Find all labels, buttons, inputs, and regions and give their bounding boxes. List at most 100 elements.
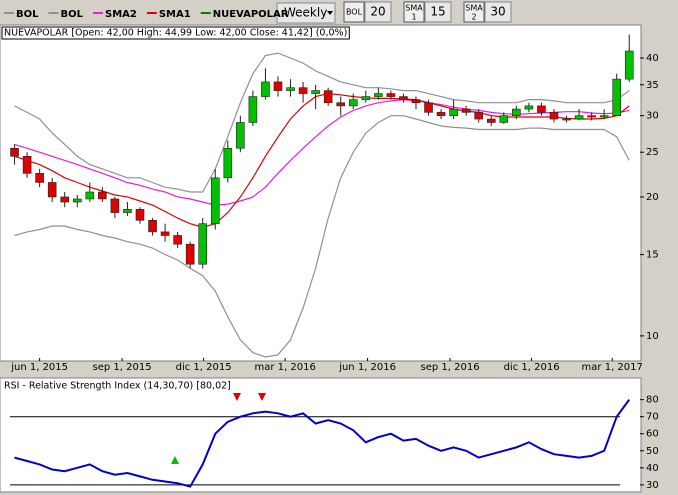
candle-body — [35, 173, 44, 183]
indicator-line — [14, 98, 630, 206]
y-tick-label: 40 — [646, 53, 659, 64]
candle-body — [361, 96, 371, 100]
candle-body — [185, 243, 195, 265]
candle-body — [399, 96, 408, 100]
period-dropdown[interactable] — [276, 2, 336, 24]
candle-body — [624, 50, 634, 80]
candle-body — [474, 112, 484, 120]
y-tick-label: 60 — [646, 429, 659, 440]
legend-label: SMA2 — [105, 9, 137, 20]
candle-body — [123, 209, 132, 213]
candle-body — [323, 90, 333, 104]
candle-body — [160, 231, 170, 236]
indicator-value-box[interactable] — [364, 1, 392, 23]
title-box — [1, 26, 350, 40]
y-tick-label: 30 — [646, 480, 659, 491]
indicator-value: 20 — [370, 5, 385, 19]
candle-body — [210, 177, 220, 225]
candle-body — [549, 112, 559, 120]
legend-label: SMA1 — [159, 9, 191, 20]
indicator-line — [14, 52, 630, 193]
legend-label: BOL — [61, 9, 84, 20]
candle-body — [60, 196, 70, 203]
buy-signal — [171, 456, 179, 464]
candle-body — [198, 223, 208, 265]
candle-body — [148, 220, 157, 233]
period-label[interactable]: Weekly — [284, 6, 327, 20]
rsi-title: RSI - Relative Strength Index (14,30,70)… — [4, 381, 231, 392]
candle-body — [449, 108, 458, 116]
indicator-value: 15 — [430, 5, 445, 19]
legend-label: BOL — [16, 9, 39, 20]
indicator-value-box[interactable] — [484, 1, 512, 23]
candle-body — [311, 90, 320, 94]
candle-body — [574, 115, 584, 120]
dropdown-arrow — [327, 11, 333, 15]
candle-body — [499, 115, 509, 123]
candle-body — [612, 78, 622, 116]
y-tick-label: 25 — [646, 147, 659, 158]
candle-body — [424, 102, 433, 113]
candle-body — [298, 87, 308, 94]
y-tick-label: 30 — [646, 111, 659, 122]
y-tick-label: 20 — [646, 192, 659, 203]
candle-body — [22, 155, 32, 174]
candle-body — [562, 118, 571, 121]
x-tick-label: jun 1, 2016 — [338, 362, 396, 373]
candle-body — [173, 235, 182, 245]
indicator-button[interactable] — [343, 1, 365, 23]
y-tick-label: 15 — [646, 250, 659, 261]
indicator-sub: 2 — [471, 13, 476, 22]
candle-body — [436, 112, 446, 116]
indicator-button[interactable] — [463, 1, 485, 23]
candle-body — [135, 209, 145, 221]
y-tick-label: 40 — [646, 463, 659, 474]
indicator-value-box[interactable] — [424, 1, 452, 23]
price-panel — [0, 24, 642, 362]
candle-body — [286, 87, 295, 91]
candle-body — [98, 191, 107, 200]
x-tick-label: sep 1, 2015 — [93, 362, 152, 373]
candle-body — [524, 105, 534, 110]
candle-body — [374, 93, 383, 97]
candle-body — [512, 108, 521, 116]
candle-body — [47, 182, 57, 198]
candle-body — [236, 122, 245, 149]
y-tick-label: 10 — [646, 331, 659, 342]
indicator-line — [14, 115, 630, 358]
candle-body — [223, 147, 233, 179]
y-tick-label: 50 — [646, 446, 659, 457]
x-tick-label: mar 1, 2016 — [254, 362, 315, 373]
candle-body — [411, 99, 421, 104]
candle-body — [461, 108, 471, 113]
indicator-label: SMA — [405, 4, 423, 13]
candle-body — [599, 115, 609, 118]
candle-body — [587, 115, 596, 118]
legend-label: NUEVAPOLAR — [213, 9, 289, 20]
candle-body — [537, 105, 546, 113]
indicator-line — [14, 92, 630, 228]
rsi-panel — [0, 377, 642, 493]
indicator-sub: 1 — [411, 13, 416, 22]
candle-body — [273, 81, 283, 91]
y-tick-label: 35 — [646, 80, 659, 91]
candle-body — [261, 81, 270, 97]
x-tick-label: dic 1, 2016 — [504, 362, 560, 373]
x-tick-label: jun 1, 2015 — [10, 362, 68, 373]
x-tick-label: dic 1, 2015 — [176, 362, 232, 373]
x-tick-label: sep 1, 2016 — [421, 362, 480, 373]
y-tick-label: 80 — [646, 395, 659, 406]
sell-signal — [233, 393, 266, 401]
candle-body — [72, 198, 82, 203]
indicator-label: SMA — [465, 4, 483, 13]
candle-body — [110, 198, 120, 213]
indicator-value: 30 — [490, 5, 505, 19]
candle-body — [10, 147, 19, 157]
candle-body — [336, 102, 346, 107]
candle-body — [248, 96, 258, 123]
candle-body — [348, 99, 358, 107]
candle-body — [85, 191, 95, 200]
candle-body — [386, 93, 396, 97]
indicator-button[interactable] — [403, 1, 425, 23]
